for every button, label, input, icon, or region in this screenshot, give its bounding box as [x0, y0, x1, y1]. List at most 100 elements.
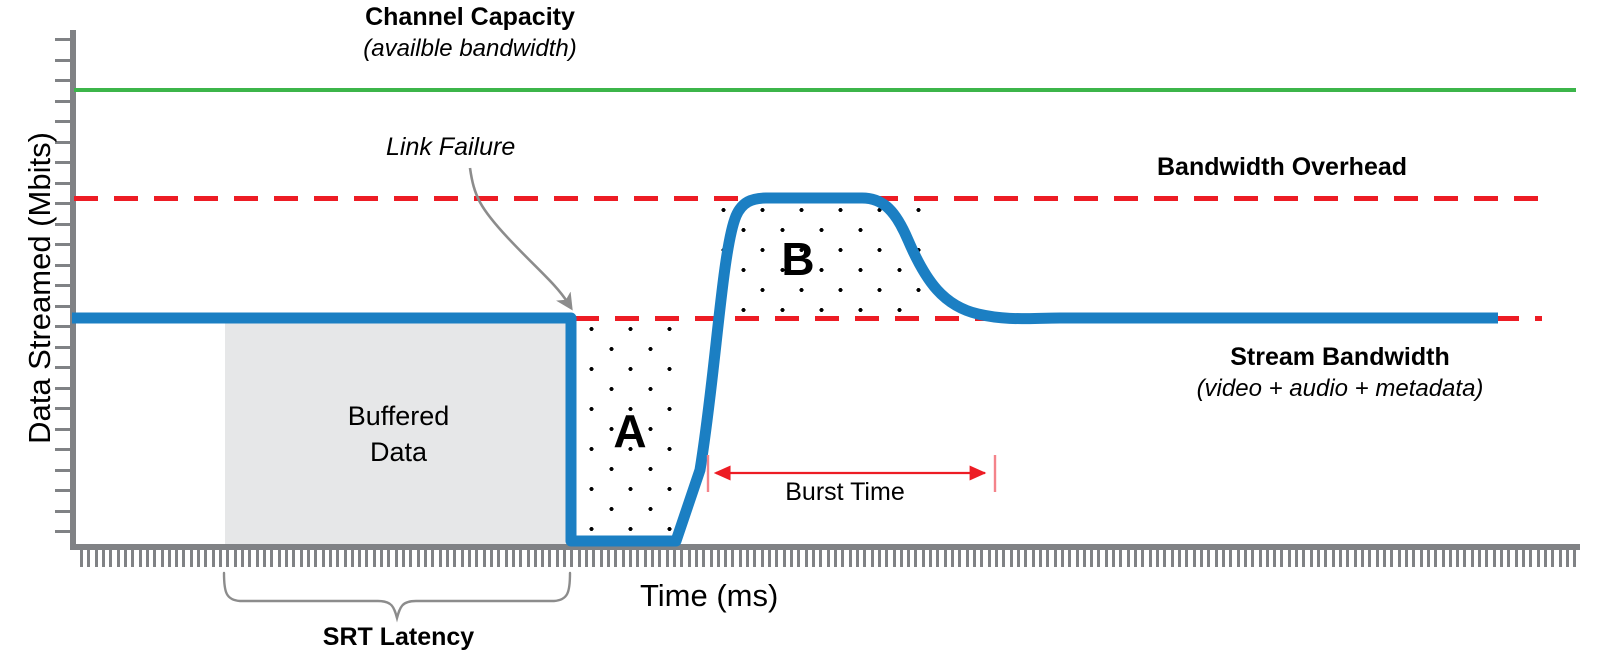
x-axis-tick [358, 550, 362, 567]
x-axis-tick [621, 550, 625, 567]
x-axis-tick [94, 550, 98, 567]
x-axis-tick [775, 550, 779, 567]
channel-capacity-subtitle: (availble bandwidth) [363, 35, 577, 62]
y-axis-line [70, 30, 76, 550]
region-a-label: A [613, 405, 647, 457]
x-axis-tick [1178, 550, 1181, 567]
x-axis-tick [1565, 550, 1569, 567]
x-axis-tick [570, 550, 574, 567]
x-axis-tick [1331, 550, 1335, 567]
x-axis-tick [1514, 550, 1518, 567]
x-axis-tick [1207, 550, 1211, 567]
x-axis-tick [277, 550, 281, 567]
x-axis-tick [489, 550, 493, 567]
x-axis-tick [153, 550, 157, 567]
bandwidth-overhead-label: Bandwidth Overhead [1157, 153, 1408, 181]
x-axis-tick [511, 550, 515, 567]
x-axis-tick [1046, 550, 1050, 567]
x-axis-tick [1016, 550, 1020, 567]
channel-capacity-label: Channel Capacity (availble bandwidth) [310, 2, 630, 64]
x-axis-tick [1382, 550, 1386, 567]
x-axis-tick [1185, 550, 1189, 567]
x-axis-tick [724, 550, 728, 567]
x-axis-tick [870, 550, 874, 567]
x-axis-tick [1258, 550, 1262, 567]
x-axis-tick [665, 550, 669, 567]
x-axis-tick [1038, 550, 1042, 567]
y-axis-tick [55, 161, 73, 164]
x-axis-tick [1522, 550, 1526, 567]
x-axis-tick [892, 550, 896, 567]
stream-bandwidth-subtitle: (video + audio + metadata) [1196, 375, 1484, 402]
x-axis-tick [189, 550, 193, 567]
x-axis-tick [314, 550, 318, 567]
x-axis-tick [929, 550, 933, 567]
y-axis-tick [55, 79, 73, 82]
x-axis-tick [936, 550, 940, 567]
x-axis-tick [255, 550, 259, 567]
x-axis-tick [1280, 550, 1284, 567]
x-axis-tick [204, 550, 208, 567]
x-axis-tick [1339, 550, 1343, 567]
x-axis-tick [431, 550, 435, 567]
x-axis-line [70, 544, 1580, 550]
buffered-data-line-2: Data [369, 437, 428, 467]
x-axis-tick [1170, 550, 1174, 567]
x-axis-tick [299, 550, 303, 567]
y-axis-tick [55, 120, 73, 123]
x-axis-tick [219, 550, 223, 567]
buffered-data-label: Buffered Data [225, 398, 572, 470]
y-axis-tick [55, 366, 73, 369]
x-axis-tick [1126, 550, 1130, 567]
x-axis-tick [760, 550, 764, 567]
y-axis-tick [55, 99, 73, 103]
x-axis-tick [109, 550, 113, 567]
y-axis-tick [55, 58, 73, 62]
x-axis-tick [226, 550, 230, 567]
x-axis-tick [138, 550, 142, 567]
x-axis-tick [482, 550, 486, 567]
region-a-dot-fill [582, 321, 674, 542]
y-axis-tick [55, 448, 73, 451]
x-axis-tick [1156, 550, 1160, 567]
y-axis-tick [55, 407, 73, 410]
link-failure-label: Link Failure [386, 133, 516, 161]
x-axis-tick [826, 550, 830, 567]
x-axis-tick [1287, 550, 1291, 567]
x-axis-tick [1221, 550, 1225, 567]
x-axis-tick [804, 550, 808, 567]
x-axis-tick [1265, 550, 1269, 567]
x-axis-tick [907, 550, 911, 567]
y-axis-tick [55, 489, 73, 492]
x-axis-tick [812, 550, 815, 567]
x-axis-tick [753, 550, 757, 567]
x-axis-tick [263, 550, 266, 567]
x-axis-tick [197, 550, 201, 567]
x-axis-tick [1500, 550, 1504, 567]
x-axis-tick [1229, 550, 1233, 567]
x-axis-tick [131, 550, 135, 567]
x-axis-tick [1295, 550, 1299, 567]
x-axis-tick [592, 550, 596, 567]
x-axis-tick [1141, 550, 1145, 567]
y-axis-tick [55, 263, 73, 267]
x-axis-tick [336, 550, 340, 567]
x-axis-tick [1456, 550, 1460, 567]
x-axis-tick [372, 550, 376, 567]
y-axis-tick [55, 284, 73, 287]
x-axis-tick [1024, 550, 1028, 567]
x-axis-tick [1112, 550, 1116, 567]
x-axis-tick [387, 550, 391, 567]
x-axis-tick [768, 550, 772, 567]
y-axis-tick [55, 202, 73, 205]
x-axis-tick [160, 550, 164, 567]
x-axis-tick [1470, 550, 1474, 567]
x-axis-tick [409, 550, 413, 567]
x-axis-tick [1536, 550, 1540, 567]
x-axis-tick [1251, 550, 1255, 567]
x-axis-tick [680, 550, 684, 567]
